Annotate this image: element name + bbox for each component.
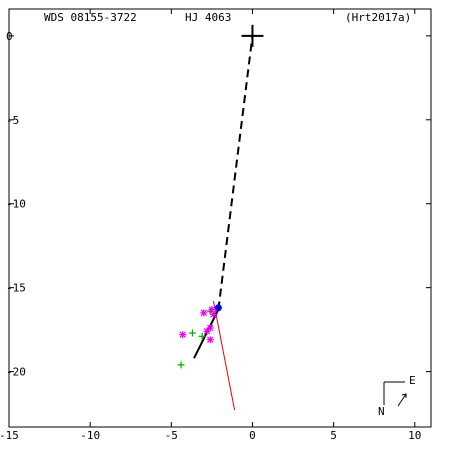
x-ticks: -15 -10 -5 0 5 10	[0, 9, 421, 442]
green-plus-point	[177, 361, 185, 369]
orbit-arc	[193, 309, 220, 359]
star-name-label: HJ 4063	[185, 11, 231, 24]
compass-arrowhead-icon	[401, 393, 407, 398]
star-d2	[203, 328, 211, 335]
red-line	[213, 301, 236, 411]
star-d2	[210, 311, 217, 318]
x-tick-label: 10	[408, 429, 421, 442]
magenta-star-point	[179, 331, 187, 339]
x-tick-label: -10	[80, 429, 100, 442]
star-d2	[208, 306, 216, 313]
compass: E N	[378, 374, 416, 418]
x-tick-label: -15	[0, 429, 19, 442]
x-tick-label: 0	[249, 429, 256, 442]
reference-label: (Hrt2017a)	[345, 11, 411, 24]
magenta-star-point	[210, 311, 218, 319]
plot-frame	[8, 8, 432, 428]
blue-point	[214, 304, 222, 312]
x-tick-label: -5	[165, 429, 178, 442]
data-marks	[177, 24, 264, 411]
y-tick-label: -10	[6, 198, 26, 211]
y-tick-label: 0	[6, 30, 13, 43]
y-tick-label: -20	[6, 366, 26, 379]
star-d2	[179, 331, 186, 338]
green-plus-point	[198, 332, 206, 340]
green-plus-point	[188, 329, 196, 337]
y-tick-label: -5	[6, 114, 19, 127]
magenta-star-point	[208, 305, 216, 313]
magenta-star-point	[206, 336, 214, 344]
y-tick-label: -15	[6, 282, 26, 295]
x-tick-label: 5	[330, 429, 337, 442]
star-d2	[207, 336, 214, 343]
star-d2	[200, 309, 207, 317]
separation-dashed-line	[217, 35, 254, 310]
primary-star-marker	[241, 24, 264, 47]
magenta-star-point	[200, 309, 208, 317]
compass-north: N	[378, 405, 385, 418]
wds-label: WDS 08155-3722	[44, 11, 137, 24]
magenta-star-point	[203, 327, 211, 335]
y-ticks: 0 -5 -10 -15 -20	[6, 30, 431, 379]
compass-east: E	[409, 374, 416, 387]
compass-arrow-icon	[397, 393, 407, 407]
